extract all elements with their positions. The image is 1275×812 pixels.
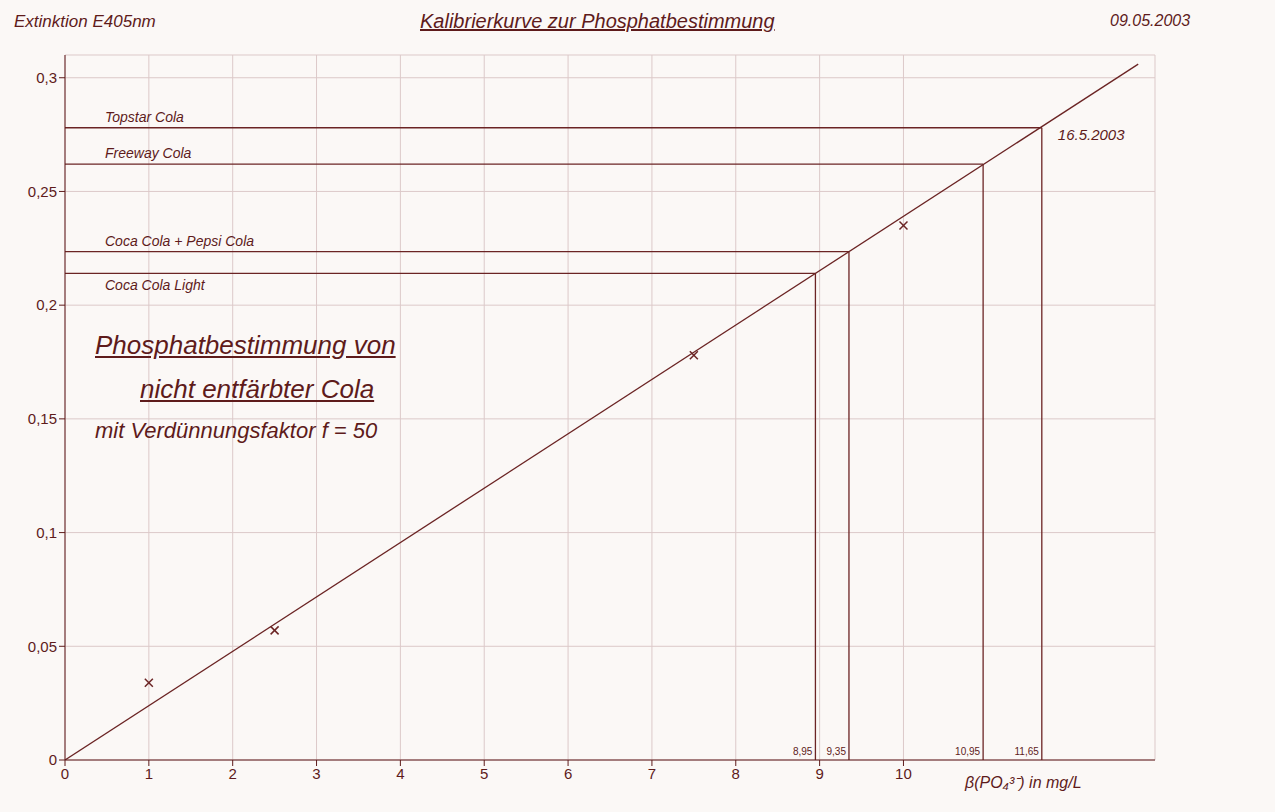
svg-text:1: 1	[145, 765, 153, 782]
svg-text:0,15: 0,15	[28, 410, 57, 427]
svg-text:10: 10	[895, 765, 912, 782]
html-text:mit Verdünnungsfaktor f = 50: mit Verdünnungsfaktor f = 50	[95, 418, 378, 443]
svg-text:Topstar Cola: Topstar Cola	[105, 109, 184, 125]
svg-text:0: 0	[49, 751, 57, 768]
html-text:Phosphatbestimmung von: Phosphatbestimmung von	[95, 330, 396, 360]
svg-text:7: 7	[648, 765, 656, 782]
svg-text:16.5.2003: 16.5.2003	[1058, 126, 1125, 143]
svg-text:Coca Cola Light: Coca Cola Light	[105, 277, 206, 293]
svg-text:11,65: 11,65	[1015, 746, 1040, 757]
html-text:Kalibrierkurve zur Phosphatbes: Kalibrierkurve zur Phosphatbestimmung	[420, 10, 775, 32]
svg-text:4: 4	[396, 765, 404, 782]
svg-text:2: 2	[229, 765, 237, 782]
svg-text:5: 5	[480, 765, 488, 782]
svg-text:Freeway Cola: Freeway Cola	[105, 145, 192, 161]
svg-text:0: 0	[61, 765, 69, 782]
svg-text:9: 9	[815, 765, 823, 782]
svg-text:0,2: 0,2	[36, 296, 57, 313]
svg-text:9,35: 9,35	[826, 746, 846, 757]
svg-text:8,95: 8,95	[793, 746, 813, 757]
html-text:nicht entfärbter Cola: nicht entfärbter Cola	[140, 374, 375, 404]
svg-text:0,1: 0,1	[36, 524, 57, 541]
html-text:β(PO₄³⁻) in mg/L: β(PO₄³⁻) in mg/L	[965, 774, 1082, 791]
svg-text:0,25: 0,25	[28, 183, 57, 200]
html-text:09.05.2003: 09.05.2003	[1110, 12, 1191, 29]
svg-text:6: 6	[564, 765, 572, 782]
svg-text:8: 8	[732, 765, 740, 782]
html-text:Extinktion E405nm: Extinktion E405nm	[14, 12, 156, 31]
svg-text:0,05: 0,05	[28, 638, 57, 655]
svg-text:10,95: 10,95	[955, 746, 980, 757]
svg-text:3: 3	[312, 765, 320, 782]
svg-text:Coca Cola + Pepsi Cola: Coca Cola + Pepsi Cola	[105, 233, 254, 249]
svg-text:0,3: 0,3	[36, 69, 57, 86]
